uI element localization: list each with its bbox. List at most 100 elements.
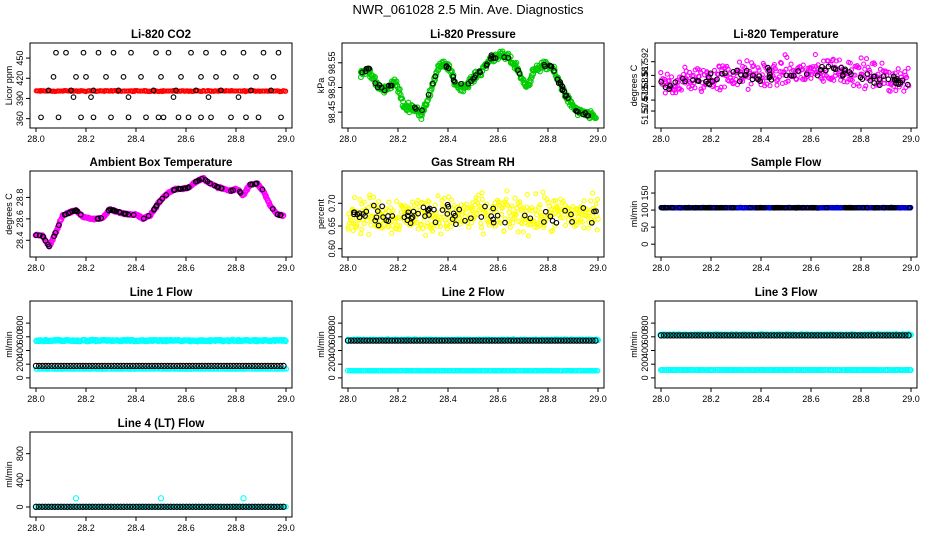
point xyxy=(344,337,352,344)
point xyxy=(433,70,440,77)
point xyxy=(533,212,540,218)
point xyxy=(886,332,893,339)
point xyxy=(545,337,552,344)
point xyxy=(520,337,527,344)
point xyxy=(159,195,166,202)
point xyxy=(460,337,468,344)
y-tick-label: 98.50 xyxy=(327,76,337,99)
point xyxy=(517,337,524,344)
point xyxy=(667,332,674,339)
point xyxy=(845,332,853,339)
point xyxy=(233,74,239,80)
point xyxy=(354,224,360,230)
point xyxy=(579,219,585,225)
point xyxy=(160,114,167,121)
point xyxy=(862,86,868,92)
point xyxy=(847,60,853,66)
point xyxy=(825,63,832,70)
point xyxy=(95,49,102,56)
point xyxy=(831,77,837,83)
point xyxy=(801,204,807,211)
x-tick-label: 28.0 xyxy=(27,263,45,273)
point xyxy=(792,332,799,339)
point xyxy=(98,362,105,370)
point xyxy=(880,73,887,79)
point xyxy=(719,70,725,77)
x-tick-label: 28.8 xyxy=(852,134,870,144)
point xyxy=(498,337,505,344)
point xyxy=(675,79,681,85)
point xyxy=(88,94,94,100)
point xyxy=(64,362,71,370)
point xyxy=(484,367,491,374)
point xyxy=(371,194,377,200)
point xyxy=(755,65,761,71)
point xyxy=(744,58,750,64)
point xyxy=(541,224,547,230)
point xyxy=(795,68,801,74)
point xyxy=(158,362,165,370)
point xyxy=(587,213,593,219)
point xyxy=(687,69,693,75)
point xyxy=(460,209,466,215)
point xyxy=(67,362,74,370)
point xyxy=(205,503,212,510)
point xyxy=(443,63,450,69)
point xyxy=(230,362,237,370)
point xyxy=(539,337,546,344)
point xyxy=(439,207,446,213)
point xyxy=(49,237,56,243)
point xyxy=(684,204,691,211)
point xyxy=(424,223,430,229)
x-tick-label: 28.0 xyxy=(652,134,670,144)
point xyxy=(547,62,554,69)
point xyxy=(592,337,599,344)
point xyxy=(435,337,443,344)
x-tick-label: 28.4 xyxy=(127,263,145,273)
point xyxy=(673,332,680,339)
point xyxy=(399,95,406,102)
point xyxy=(51,503,58,510)
point xyxy=(155,114,162,121)
point xyxy=(95,503,102,510)
panels-group: Li-820 CO2 28.0 28.2 28.4 28.6 28.8 29.0 360 390… xyxy=(4,29,920,533)
point xyxy=(490,216,496,223)
point xyxy=(531,218,537,225)
point xyxy=(485,212,491,218)
point xyxy=(432,219,439,226)
y-tick-label: 400 xyxy=(327,343,337,358)
point xyxy=(218,87,224,94)
point xyxy=(872,61,878,67)
y-tick-label: 51.583 xyxy=(640,73,650,101)
point xyxy=(533,191,539,197)
point xyxy=(39,503,46,510)
point xyxy=(165,49,172,56)
point xyxy=(98,215,104,221)
point xyxy=(833,332,840,339)
point xyxy=(771,205,777,211)
point xyxy=(890,73,897,80)
point xyxy=(117,503,124,510)
point xyxy=(551,68,557,74)
point xyxy=(115,87,122,94)
point xyxy=(366,231,372,238)
point xyxy=(255,114,262,121)
point xyxy=(202,503,209,510)
point xyxy=(711,67,717,73)
point xyxy=(514,205,520,211)
point xyxy=(32,503,40,510)
point xyxy=(512,211,518,217)
point xyxy=(359,226,365,232)
point xyxy=(104,503,112,510)
x-tick-label: 28.8 xyxy=(227,523,245,533)
point xyxy=(242,362,250,370)
point xyxy=(385,337,392,344)
point xyxy=(261,503,268,510)
data-points xyxy=(658,204,914,211)
x-tick-label: 28.0 xyxy=(652,394,670,404)
x-tick-label: 29.0 xyxy=(277,394,295,404)
x-tick-label: 28.0 xyxy=(652,263,670,273)
point xyxy=(271,366,277,372)
point xyxy=(662,90,668,96)
point xyxy=(151,362,159,370)
